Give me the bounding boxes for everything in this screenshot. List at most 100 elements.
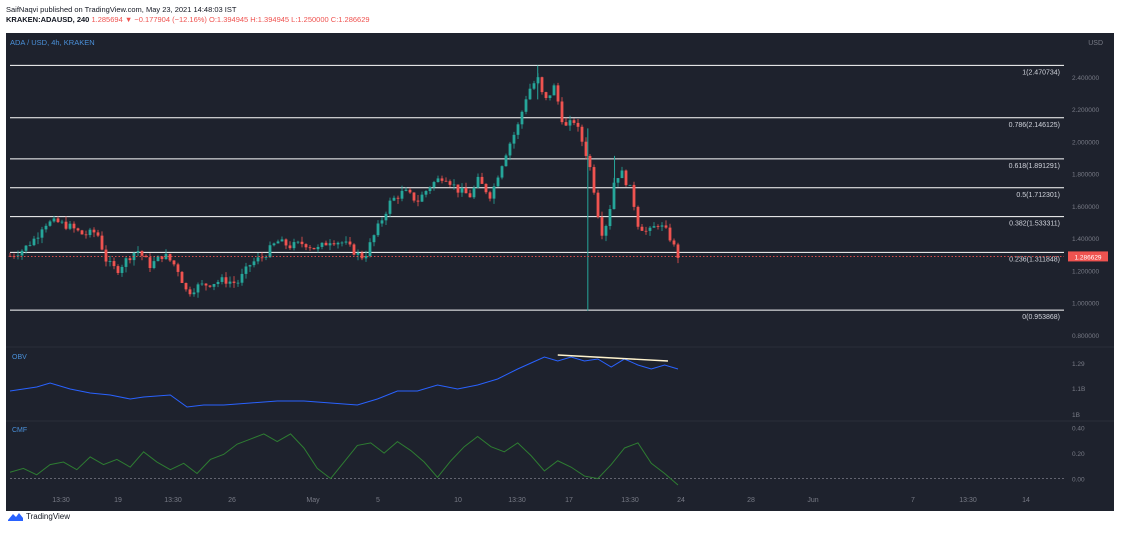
candle-body (172, 260, 176, 265)
candle-body (444, 180, 448, 182)
candle-body (300, 241, 304, 245)
candle-body (600, 217, 604, 236)
obv-tick-label: 1.29 (1072, 361, 1085, 368)
time-tick-label: 17 (565, 497, 573, 504)
candle-body (36, 237, 40, 239)
candle-body (520, 111, 524, 125)
candle-body (40, 229, 44, 238)
candle-body (276, 241, 280, 244)
price-tick-label: 1.400000 (1072, 236, 1099, 243)
candle-body (560, 101, 564, 123)
last-price: 1.285694 (91, 15, 123, 24)
cmf-pane: CMF 0.40 0.20 0.00 (6, 420, 1114, 486)
obv-label: OBV (12, 354, 27, 361)
candle-body (656, 226, 660, 227)
candle-body (448, 181, 452, 185)
symbol-name: KRAKEN:ADAUSD, 240 (6, 15, 90, 24)
candle-body (516, 124, 520, 135)
candle-body (116, 266, 120, 273)
ohlc-values: O:1.394945 H:1.394945 L:1.250000 C:1.286… (209, 15, 370, 24)
candle-body (428, 187, 432, 192)
candle-body (636, 206, 640, 227)
candle-body (20, 250, 24, 256)
cmf-tick-label: 0.00 (1072, 477, 1085, 484)
candle-body (216, 281, 220, 285)
candle-body (176, 264, 180, 272)
candle-body (456, 184, 460, 193)
fib-level-label: 0.618(1.891291) (1009, 163, 1060, 170)
candle-body (328, 243, 332, 246)
candle-body (312, 247, 316, 250)
time-tick-label: 13:30 (508, 497, 526, 504)
time-tick-label: 19 (114, 497, 122, 504)
time-tick-label: 13:30 (52, 497, 70, 504)
candle-body (540, 77, 544, 93)
candle-body (148, 257, 152, 269)
candle-body (392, 197, 396, 201)
cmf-label: CMF (12, 427, 27, 434)
candle-body (576, 122, 580, 127)
candle-body (528, 88, 532, 100)
candle-body (260, 257, 264, 259)
candle-body (92, 229, 96, 233)
candle-body (388, 200, 392, 214)
fib-level-label: 0(0.953868) (1022, 314, 1060, 321)
candle-body (268, 245, 272, 258)
chart-area[interactable]: ADA / USD, 4h, KRAKEN USD 1(2.470734) 0.7… (6, 33, 1114, 511)
time-tick-label: Jun (807, 497, 818, 504)
candle-body (384, 213, 388, 221)
tradingview-footer[interactable]: TradingView (8, 512, 70, 521)
candle-body (124, 258, 128, 267)
candle-body (108, 261, 112, 262)
candle-body (308, 247, 312, 249)
candle-body (380, 220, 384, 224)
candle-body (616, 178, 620, 183)
fib-retracement[interactable]: 1(2.470734) 0.786(2.146125) 0.618(1.891291… (10, 64, 1064, 321)
candle-body (608, 209, 612, 227)
candle-body (492, 186, 496, 199)
candle-body (48, 221, 52, 226)
fib-level-label: 1(2.470734) (1022, 69, 1060, 76)
candle-body (136, 251, 140, 253)
time-tick-label: 13:30 (959, 497, 977, 504)
candle-body (16, 255, 20, 257)
candle-body (464, 187, 468, 194)
price-tick-label: 1.800000 (1072, 172, 1099, 179)
candle-body (200, 283, 204, 285)
candle-body (32, 238, 36, 246)
candle-body (64, 221, 68, 229)
candle-body (164, 253, 168, 260)
candle-body (296, 241, 300, 243)
candle-body (500, 166, 504, 178)
candle-body (372, 235, 376, 243)
time-tick-label: 13:30 (164, 497, 182, 504)
candle-body (548, 95, 552, 98)
candle-body (512, 134, 516, 144)
candle-body (592, 167, 596, 193)
candle-body (280, 239, 284, 242)
time-tick-label: 5 (376, 497, 380, 504)
candle-body (624, 170, 628, 186)
candle-body (400, 190, 404, 199)
obv-trendline (557, 354, 669, 362)
candle-body (604, 226, 608, 236)
chart-background (6, 33, 1114, 511)
fib-level-label: 0.382(1.533311) (1009, 221, 1060, 228)
candle-body (440, 178, 444, 181)
candle-body (376, 223, 380, 236)
publisher-line: SaifNaqvi published on TradingView.com, … (6, 5, 237, 14)
time-tick-label: 13:30 (621, 497, 639, 504)
candle-body (424, 191, 428, 195)
candle-body (88, 229, 92, 236)
candle-body (188, 289, 192, 295)
candle-body (436, 178, 440, 183)
candle-body (420, 194, 424, 202)
candle-body (168, 253, 172, 261)
price-tick-label: 2.400000 (1072, 75, 1099, 82)
currency-label: USD (1088, 40, 1103, 47)
candle-body (460, 187, 464, 193)
candle-body (220, 277, 224, 282)
candle-body (336, 242, 340, 245)
candle-body (416, 200, 420, 202)
candle-body (524, 99, 528, 112)
